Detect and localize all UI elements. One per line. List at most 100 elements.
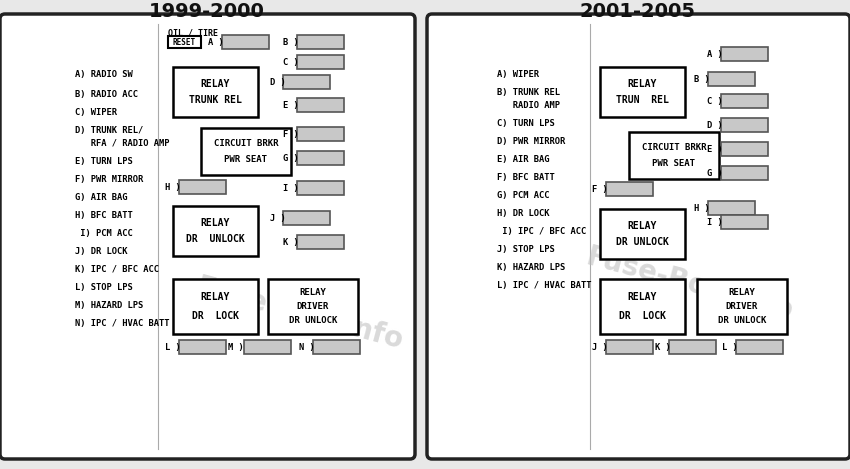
- Bar: [173, 67, 258, 117]
- Bar: [297, 235, 344, 249]
- Bar: [313, 340, 360, 354]
- Text: C ): C ): [707, 97, 722, 106]
- Text: J) DR LOCK: J) DR LOCK: [75, 247, 128, 256]
- Text: C) TURN LPS: C) TURN LPS: [497, 119, 555, 128]
- Text: DR UNLOCK: DR UNLOCK: [289, 316, 337, 325]
- Text: A) RADIO SW: A) RADIO SW: [75, 69, 133, 78]
- Text: K ): K ): [283, 237, 298, 247]
- Text: L) STOP LPS: L) STOP LPS: [75, 282, 133, 292]
- Text: H) DR LOCK: H) DR LOCK: [497, 209, 549, 218]
- Text: DRIVER: DRIVER: [726, 302, 758, 311]
- Text: G) AIR BAG: G) AIR BAG: [75, 192, 128, 202]
- Text: RELAY: RELAY: [201, 292, 230, 303]
- Text: E) TURN LPS: E) TURN LPS: [75, 157, 133, 166]
- Text: F ): F ): [592, 184, 608, 194]
- Bar: [721, 142, 768, 156]
- Text: G) PCM ACC: G) PCM ACC: [497, 190, 549, 199]
- Bar: [629, 132, 719, 179]
- Text: I ): I ): [283, 183, 298, 192]
- Text: L ): L ): [165, 342, 181, 351]
- Bar: [721, 94, 768, 108]
- Text: B ): B ): [694, 75, 710, 83]
- Text: RELAY: RELAY: [201, 79, 230, 89]
- Bar: [297, 127, 344, 141]
- Text: OIL / TIRE: OIL / TIRE: [168, 29, 218, 38]
- Text: RELAY: RELAY: [299, 288, 326, 297]
- Text: B ): B ): [283, 38, 298, 46]
- Text: Fuse-Box.info: Fuse-Box.info: [193, 273, 407, 355]
- Text: PWR SEAT: PWR SEAT: [224, 155, 268, 164]
- Text: M ): M ): [228, 342, 244, 351]
- Text: J) STOP LPS: J) STOP LPS: [497, 244, 555, 254]
- Text: B) TRUNK REL: B) TRUNK REL: [497, 88, 560, 97]
- Bar: [168, 36, 201, 48]
- FancyBboxPatch shape: [427, 14, 850, 459]
- Bar: [297, 55, 344, 69]
- FancyBboxPatch shape: [0, 14, 415, 459]
- Bar: [600, 279, 685, 334]
- Text: 2001-2005: 2001-2005: [580, 1, 696, 21]
- Text: F) BFC BATT: F) BFC BATT: [497, 173, 555, 182]
- Bar: [179, 340, 226, 354]
- Bar: [721, 47, 768, 61]
- Bar: [606, 340, 653, 354]
- Bar: [736, 340, 783, 354]
- Bar: [721, 118, 768, 132]
- Text: K) IPC / BFC ACC: K) IPC / BFC ACC: [75, 265, 159, 273]
- Text: Fuse-Box.info: Fuse-Box.info: [583, 243, 796, 325]
- Bar: [297, 181, 344, 195]
- Text: D) TRUNK REL/: D) TRUNK REL/: [75, 126, 144, 135]
- Text: J ): J ): [270, 213, 286, 222]
- Text: K) HAZARD LPS: K) HAZARD LPS: [497, 263, 565, 272]
- Bar: [173, 206, 258, 256]
- Text: B) RADIO ACC: B) RADIO ACC: [75, 90, 138, 98]
- Bar: [297, 151, 344, 165]
- Bar: [708, 72, 755, 86]
- Text: C) WIPER: C) WIPER: [75, 107, 117, 116]
- Text: 1999-2000: 1999-2000: [149, 1, 265, 21]
- Text: A ): A ): [707, 50, 722, 59]
- Text: H ): H ): [694, 204, 710, 212]
- Text: H ): H ): [165, 182, 181, 191]
- Text: E ): E ): [707, 144, 722, 153]
- Bar: [179, 180, 226, 194]
- Bar: [283, 211, 330, 225]
- Bar: [600, 67, 685, 117]
- Text: G ): G ): [283, 153, 298, 162]
- Text: D ): D ): [707, 121, 722, 129]
- Bar: [721, 166, 768, 180]
- Text: DRIVER: DRIVER: [297, 302, 329, 311]
- Bar: [268, 279, 358, 334]
- Text: DR  LOCK: DR LOCK: [619, 310, 666, 321]
- Text: CIRCUIT BRKR: CIRCUIT BRKR: [642, 143, 706, 152]
- Text: A) WIPER: A) WIPER: [497, 69, 539, 78]
- Bar: [297, 98, 344, 112]
- Text: C ): C ): [283, 58, 298, 67]
- Text: DR UNLOCK: DR UNLOCK: [616, 237, 669, 247]
- Bar: [173, 279, 258, 334]
- Text: F) PWR MIRROR: F) PWR MIRROR: [75, 174, 144, 183]
- Text: H) BFC BATT: H) BFC BATT: [75, 211, 133, 219]
- Text: DR UNLOCK: DR UNLOCK: [717, 316, 766, 325]
- Text: J ): J ): [592, 342, 608, 351]
- Text: RELAY: RELAY: [628, 79, 657, 89]
- Text: I) IPC / BFC ACC: I) IPC / BFC ACC: [497, 227, 586, 235]
- Bar: [297, 35, 344, 49]
- Bar: [600, 209, 685, 259]
- Text: TRUNK REL: TRUNK REL: [189, 95, 242, 106]
- Text: N) IPC / HVAC BATT: N) IPC / HVAC BATT: [75, 318, 169, 327]
- Text: RELAY: RELAY: [728, 288, 756, 297]
- Text: DR  LOCK: DR LOCK: [192, 310, 239, 321]
- Text: PWR SEAT: PWR SEAT: [653, 159, 695, 168]
- Text: E ): E ): [283, 100, 298, 109]
- Text: RFA / RADIO AMP: RFA / RADIO AMP: [75, 138, 169, 147]
- Text: CIRCUIT BRKR: CIRCUIT BRKR: [213, 139, 278, 148]
- Text: A ): A ): [208, 38, 224, 46]
- Text: D) PWR MIRROR: D) PWR MIRROR: [497, 136, 565, 145]
- Text: M) HAZARD LPS: M) HAZARD LPS: [75, 301, 144, 310]
- Text: RELAY: RELAY: [201, 218, 230, 227]
- Text: K ): K ): [655, 342, 671, 351]
- Bar: [669, 340, 716, 354]
- Bar: [201, 128, 291, 175]
- Text: D ): D ): [270, 77, 286, 86]
